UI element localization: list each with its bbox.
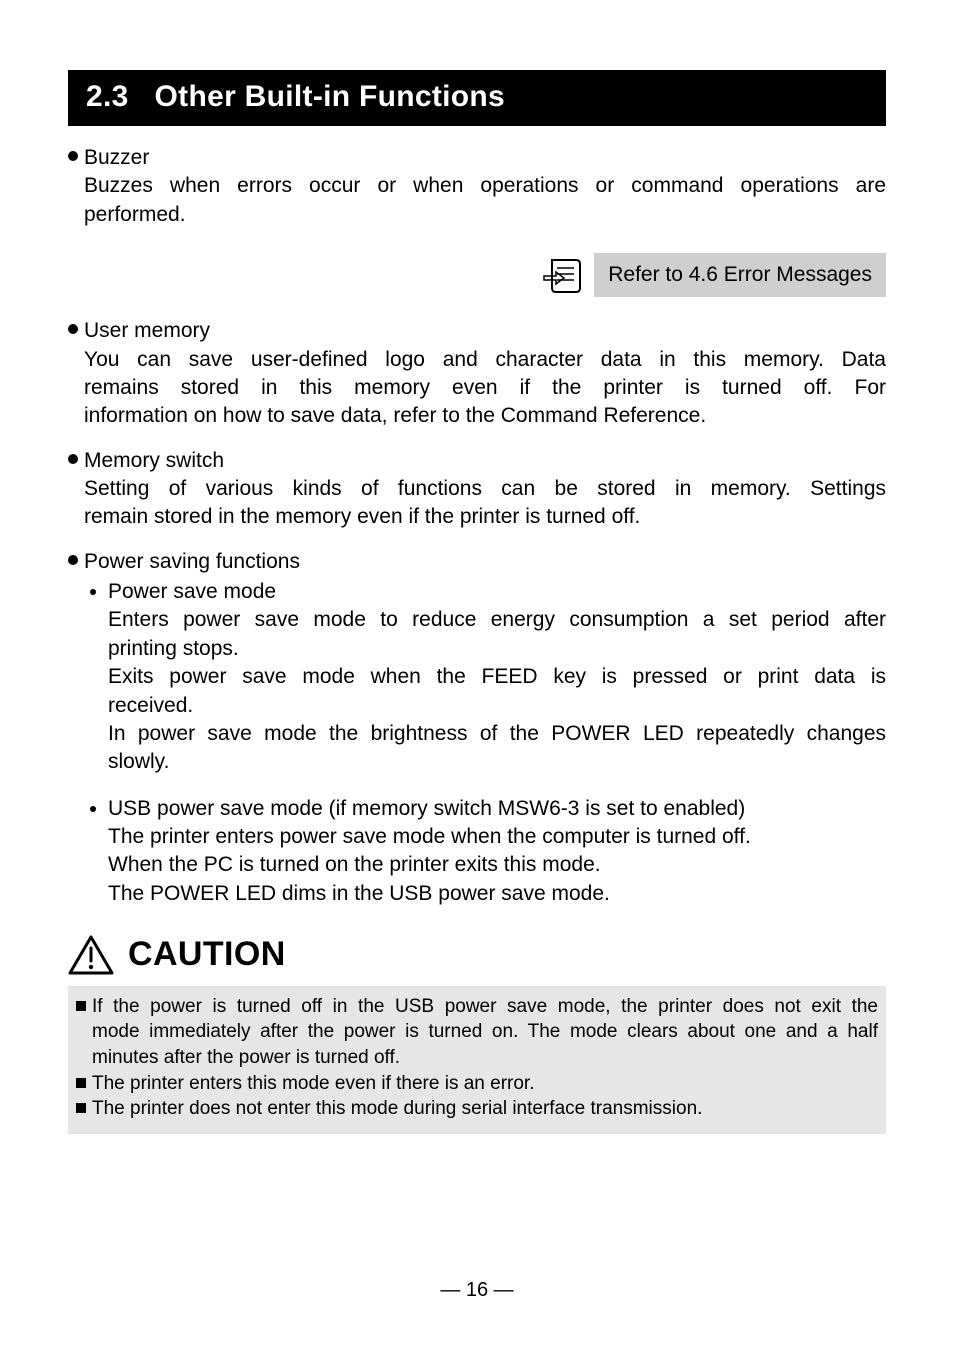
item-body: Buzzes when errors occur or when operati… (84, 172, 886, 229)
refer-row: Refer to 4.6 Error Messages (68, 253, 886, 297)
content-area: Buzzer Buzzes when errors occur or when … (68, 144, 886, 1134)
item-memsw: Memory switch Setting of various kinds o… (68, 447, 886, 532)
paper-pointing-icon (542, 254, 590, 296)
item-body: Setting of various kinds of functions ca… (84, 475, 886, 532)
caution-box: If the power is turned off in the USB po… (68, 986, 886, 1134)
text-line: You can save user-defined logo and chara… (84, 346, 886, 374)
item-buzzer: Buzzer Buzzes when errors occur or when … (68, 144, 886, 229)
text-line: slowly. (108, 748, 886, 776)
item-body: You can save user-defined logo and chara… (84, 346, 886, 431)
sub-item-body: The printer enters power save mode when … (108, 823, 886, 908)
square-bullet-icon (76, 1103, 86, 1113)
warning-triangle-icon (68, 935, 114, 975)
text-line: minutes after the power is turned off. (92, 1045, 878, 1071)
item-powersaving: Power saving functions Power save mode E… (68, 548, 886, 908)
sub-item-powersave: Power save mode Enters power save mode t… (84, 578, 886, 776)
item-title: Memory switch (84, 447, 224, 475)
section-number: 2.3 (86, 80, 129, 113)
sub-item-title: Power save mode (108, 578, 276, 606)
text-line: remain stored in the memory even if the … (84, 503, 886, 531)
text-line: The POWER LED dims in the USB power save… (108, 880, 886, 908)
text-line: Buzzes when errors occur or when operati… (84, 172, 886, 200)
text-line: printing stops. (108, 635, 886, 663)
text-line: Enters power save mode to reduce energy … (108, 606, 886, 634)
bullet-icon (68, 151, 78, 161)
caution-header: CAUTION (68, 932, 886, 978)
text-line: In power save mode the brightness of the… (108, 720, 886, 748)
text-line: If the power is turned off in the USB po… (92, 994, 878, 1020)
item-usermem: User memory You can save user-defined lo… (68, 317, 886, 430)
square-bullet-icon (76, 1078, 86, 1088)
caution-text: The printer does not enter this mode dur… (92, 1096, 878, 1122)
text-line: mode immediately after the power is turn… (92, 1019, 878, 1045)
bullet-icon (68, 555, 78, 565)
caution-text: If the power is turned off in the USB po… (92, 994, 878, 1071)
item-title: Power saving functions (84, 548, 300, 576)
square-bullet-icon (76, 1001, 86, 1011)
text-line: The printer enters power save mode when … (108, 823, 886, 851)
text-line: remains stored in this memory even if th… (84, 374, 886, 402)
text-line: Setting of various kinds of functions ca… (84, 475, 886, 503)
section-header: 2.3 Other Built-in Functions (68, 70, 886, 126)
caution-item: If the power is turned off in the USB po… (76, 994, 878, 1071)
bullet-icon (68, 324, 78, 334)
text-line: Exits power save mode when the FEED key … (108, 663, 886, 691)
sub-item-usbpowersave: USB power save mode (if memory switch MS… (84, 795, 886, 908)
text-line: received. (108, 692, 886, 720)
item-title: Buzzer (84, 144, 149, 172)
bullet-icon (68, 454, 78, 464)
text-line: performed. (84, 201, 886, 229)
item-title: User memory (84, 317, 210, 345)
text-line: information on how to save data, refer t… (84, 402, 886, 430)
section-title: Other Built-in Functions (155, 80, 506, 113)
page-number: — 16 — (0, 1279, 954, 1302)
caution-text: The printer enters this mode even if the… (92, 1071, 878, 1097)
sub-item-title: USB power save mode (if memory switch MS… (108, 795, 745, 823)
sub-bullet-icon (90, 589, 96, 595)
caution-item: The printer does not enter this mode dur… (76, 1096, 878, 1122)
sub-item-body: Enters power save mode to reduce energy … (108, 606, 886, 776)
sub-bullet-icon (90, 806, 96, 812)
caution-title: CAUTION (128, 932, 286, 978)
refer-box: Refer to 4.6 Error Messages (594, 253, 886, 297)
text-line: When the PC is turned on the printer exi… (108, 851, 886, 879)
caution-item: The printer enters this mode even if the… (76, 1071, 878, 1097)
